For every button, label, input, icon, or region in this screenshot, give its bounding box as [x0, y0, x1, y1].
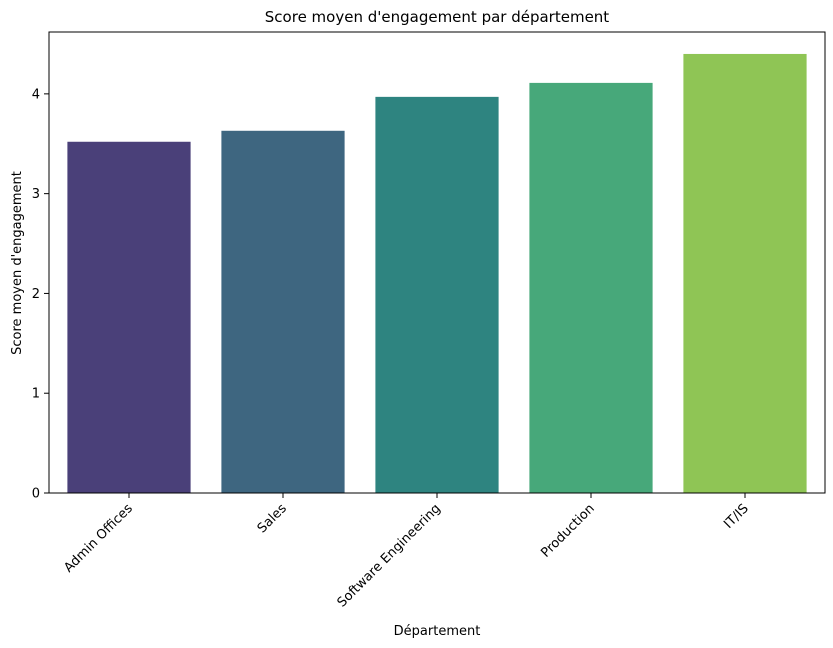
bar-it-is — [683, 53, 807, 493]
bars-group — [67, 53, 807, 494]
bar-software-engineering — [375, 96, 499, 493]
x-tick-label: Software Engineering — [335, 501, 444, 610]
y-tick-label: 2 — [32, 287, 40, 302]
y-tick-label: 3 — [32, 187, 40, 202]
y-axis: 0 1 2 3 4 — [32, 87, 49, 502]
bar-sales — [221, 130, 345, 494]
y-tick-label: 1 — [32, 387, 40, 402]
y-tick-label: 0 — [32, 487, 40, 502]
x-tick-label: Sales — [255, 501, 290, 536]
plot-frame — [48, 31, 826, 494]
y-axis-label: Score moyen d'engagement — [10, 171, 25, 355]
x-tick-label: IT/IS — [721, 501, 752, 532]
x-axis-label: Département — [394, 624, 481, 639]
x-tick-label: Admin Offices — [61, 501, 136, 576]
x-axis: Admin Offices Sales Software Engineering Pr… — [61, 493, 752, 610]
bar-admin-offices — [67, 141, 191, 493]
x-tick-label: Production — [538, 501, 598, 561]
bar-production — [529, 82, 653, 493]
chart-title: Score moyen d'engagement par département — [265, 8, 610, 26]
y-tick-label: 4 — [32, 87, 40, 102]
